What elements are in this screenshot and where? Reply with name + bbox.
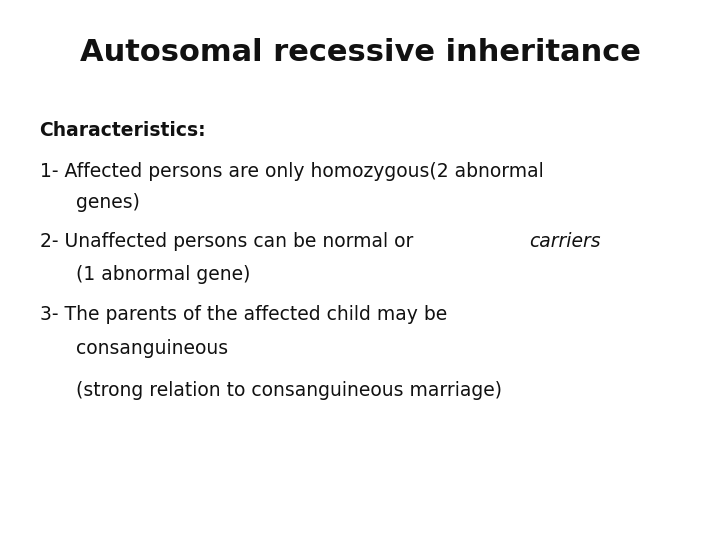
Text: 3- The parents of the affected child may be: 3- The parents of the affected child may… — [40, 305, 447, 324]
Text: Autosomal recessive inheritance: Autosomal recessive inheritance — [80, 38, 640, 67]
Text: carriers: carriers — [529, 232, 600, 251]
Text: Characteristics:: Characteristics: — [40, 122, 206, 140]
Text: (strong relation to consanguineous marriage): (strong relation to consanguineous marri… — [76, 381, 502, 400]
Text: 2- Unaffected persons can be normal or: 2- Unaffected persons can be normal or — [40, 232, 419, 251]
Text: (1 abnormal gene): (1 abnormal gene) — [76, 265, 250, 284]
Text: consanguineous: consanguineous — [76, 339, 228, 357]
Text: 1- Affected persons are only homozygous(2 abnormal: 1- Affected persons are only homozygous(… — [40, 162, 544, 181]
Text: genes): genes) — [76, 193, 140, 212]
